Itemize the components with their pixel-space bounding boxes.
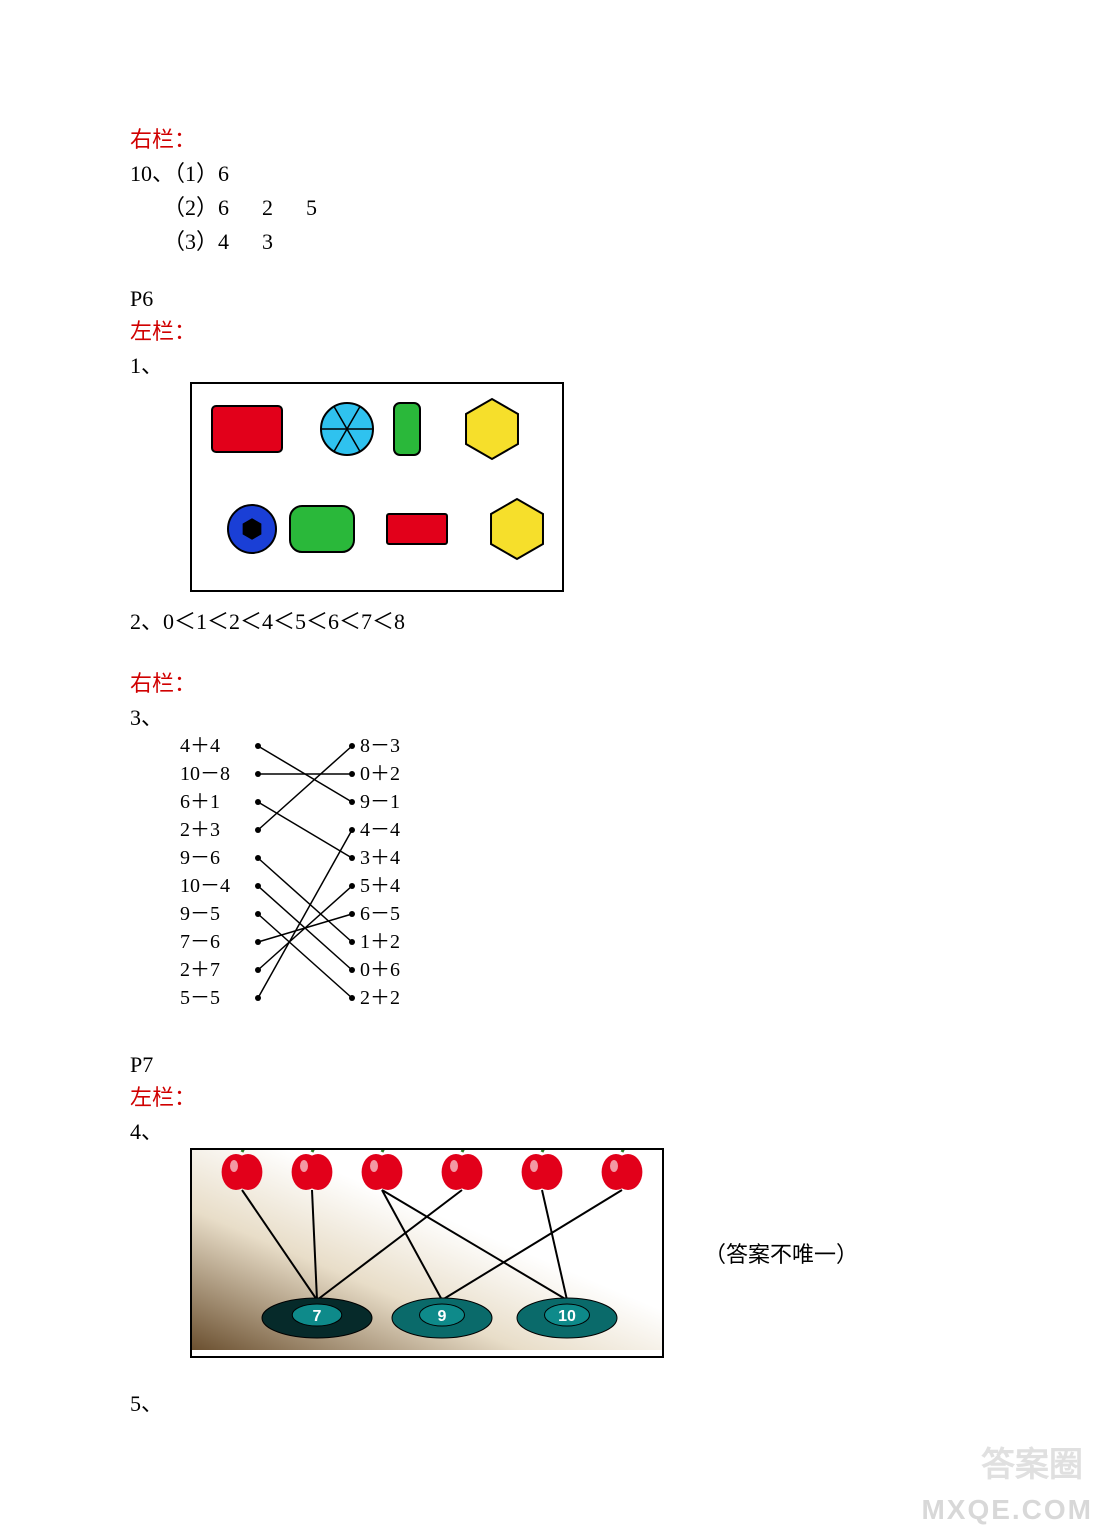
q10-row: （2）6 2 5 [130,190,973,222]
q4-label: 4、 [130,1114,973,1146]
q2: 2、0＜1＜2＜4＜5＜6＜7＜8 [130,604,973,636]
svg-text:3＋4: 3＋4 [360,847,400,869]
svg-text:9－5: 9－5 [180,903,220,925]
svg-text:2＋3: 2＋3 [180,819,220,841]
q2-label: 2、 [130,609,163,634]
svg-text:10－8: 10－8 [180,763,230,785]
svg-text:7: 7 [313,1308,322,1325]
svg-text:7－6: 7－6 [180,931,220,953]
svg-text:4－4: 4－4 [360,819,400,841]
watermark-cn: 答案圈 [981,1437,1083,1486]
matching-diagram: 4＋4 10－8 6＋1 2＋3 9－6 10－4 9－5 7－6 2＋7 5－5 8－3 0＋2 9－… [150,734,973,1040]
q10-r2: （2）6 2 5 [163,195,317,220]
svg-text:4＋4: 4＋4 [180,735,220,757]
svg-text:0＋6: 0＋6 [360,959,400,981]
q10-r1: （1）6 [174,161,229,186]
svg-text:5＋4: 5＋4 [360,875,400,897]
q4-note: （答案不唯一） [704,1237,858,1269]
svg-text:8－3: 8－3 [360,735,400,757]
svg-text:9－1: 9－1 [360,791,400,813]
svg-text:0＋2: 0＋2 [360,763,400,785]
shapes-image [190,382,564,592]
svg-text:2＋2: 2＋2 [360,987,400,1009]
svg-text:6＋1: 6＋1 [180,791,220,813]
section-heading: 右栏： [130,122,973,154]
q3-label: 3、 [130,700,973,732]
q10-r3: （3）4 3 [163,229,273,254]
section-heading: 左栏： [130,314,973,346]
q1-label: 1、 [130,348,973,380]
page-label: P7 [130,1052,973,1078]
svg-text:1＋2: 1＋2 [360,931,400,953]
svg-text:10－4: 10－4 [180,875,230,897]
q5-label: 5、 [130,1386,973,1418]
svg-text:2＋7: 2＋7 [180,959,220,981]
q10-row: （3）4 3 [130,224,973,256]
watermark-en: MXQE.COM [921,1494,1093,1526]
q10-row: 10、（1）6 [130,156,973,188]
svg-text:6－5: 6－5 [360,903,400,925]
svg-text:9－6: 9－6 [180,847,220,869]
section-heading: 右栏： [130,666,973,698]
q2-text: 0＜1＜2＜4＜5＜6＜7＜8 [163,609,405,634]
apple-image: 7 9 10 [190,1148,664,1358]
svg-text:10: 10 [558,1308,576,1325]
svg-text:5－5: 5－5 [180,987,220,1009]
section-heading: 左栏： [130,1080,973,1112]
q10-label: 10、 [130,161,174,186]
page-label: P6 [130,286,973,312]
svg-text:9: 9 [438,1308,447,1325]
